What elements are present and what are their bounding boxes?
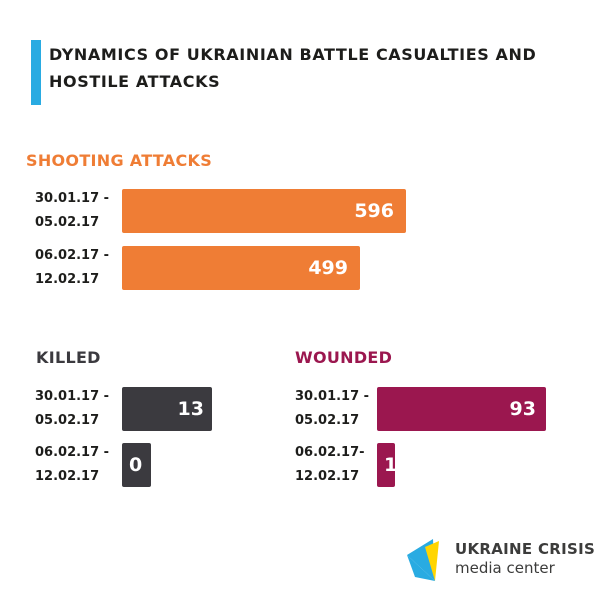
category-label: 06.02.17 - 12.02.17 — [35, 248, 110, 287]
bar — [122, 189, 406, 233]
logo-subtitle: media center — [455, 559, 555, 577]
page-title: DYNAMICS OF UKRAINIAN BATTLE CASUALTIES … — [49, 45, 537, 91]
logo-name: UKRAINE CRISIS — [455, 540, 596, 558]
category-label: 06.02.17 - 12.02.17 — [35, 445, 110, 484]
logo-mark-icon — [407, 539, 439, 581]
bar — [377, 443, 395, 487]
chart-title-1: KILLED — [36, 348, 101, 367]
data-label: 13 — [177, 398, 204, 420]
bar — [377, 387, 546, 431]
data-label: 93 — [509, 398, 536, 420]
category-label: 30.01.17 - 05.02.17 — [35, 389, 110, 428]
bar — [122, 443, 151, 487]
data-label: 10 — [384, 454, 411, 476]
category-label: 30.01.17 - 05.02.17 — [35, 191, 110, 230]
bar — [122, 387, 212, 431]
category-label: 06.02.17- 12.02.17 — [295, 445, 365, 484]
data-label: 0 — [129, 454, 143, 476]
chart-title-2: WOUNDED — [295, 348, 393, 367]
bar — [122, 246, 360, 290]
logo: UKRAINE CRISIS media center — [405, 537, 595, 583]
title-accent-bar — [31, 40, 41, 105]
category-label: 30.01.17 - 05.02.17 — [295, 389, 370, 428]
data-label: 499 — [308, 257, 348, 279]
chart-title-0: SHOOTING ATTACKS — [26, 151, 213, 170]
data-label: 596 — [354, 200, 394, 222]
